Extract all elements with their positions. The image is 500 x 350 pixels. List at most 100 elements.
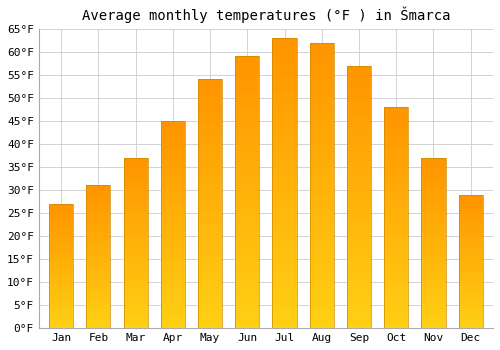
Bar [384, 147, 408, 149]
Bar [86, 245, 110, 247]
Bar [422, 252, 446, 253]
Bar [49, 293, 73, 295]
Bar [86, 258, 110, 260]
Bar [160, 324, 185, 326]
Bar [49, 210, 73, 211]
Bar [160, 135, 185, 138]
Bar [347, 271, 371, 273]
Bar [384, 189, 408, 191]
Bar [235, 290, 260, 293]
Bar [384, 310, 408, 313]
Bar [347, 113, 371, 116]
Bar [310, 268, 334, 271]
Bar [124, 309, 148, 311]
Bar [198, 244, 222, 246]
Bar [198, 259, 222, 261]
Bar [124, 207, 148, 209]
Bar [160, 276, 185, 279]
Bar [198, 206, 222, 209]
Bar [160, 142, 185, 144]
Bar [347, 192, 371, 194]
Bar [310, 68, 334, 71]
Bar [198, 89, 222, 92]
Bar [198, 184, 222, 187]
Bar [310, 262, 334, 265]
Bar [49, 296, 73, 297]
Bar [272, 192, 296, 195]
Bar [124, 161, 148, 163]
Bar [384, 127, 408, 129]
Bar [347, 223, 371, 226]
Bar [310, 308, 334, 311]
Bar [272, 96, 296, 99]
Bar [124, 211, 148, 212]
Bar [86, 304, 110, 305]
Bar [235, 206, 260, 209]
Bar [384, 125, 408, 127]
Bar [272, 145, 296, 148]
Bar [49, 279, 73, 280]
Bar [458, 292, 483, 293]
Bar [458, 265, 483, 267]
Bar [86, 234, 110, 236]
Bar [272, 38, 296, 328]
Bar [310, 142, 334, 145]
Bar [235, 144, 260, 146]
Bar [124, 323, 148, 325]
Bar [160, 326, 185, 328]
Bar [86, 294, 110, 295]
Bar [272, 38, 296, 41]
Bar [310, 280, 334, 282]
Bar [458, 263, 483, 264]
Bar [422, 161, 446, 163]
Bar [235, 250, 260, 252]
Bar [347, 318, 371, 320]
Bar [347, 289, 371, 292]
Bar [235, 326, 260, 328]
Bar [272, 325, 296, 328]
Bar [124, 262, 148, 264]
Bar [235, 152, 260, 154]
Bar [49, 211, 73, 212]
Bar [347, 247, 371, 250]
Bar [272, 253, 296, 256]
Bar [86, 210, 110, 211]
Bar [310, 122, 334, 125]
Bar [310, 257, 334, 260]
Bar [272, 247, 296, 250]
Bar [86, 308, 110, 310]
Bar [198, 162, 222, 164]
Bar [86, 257, 110, 258]
Bar [235, 76, 260, 78]
Bar [458, 201, 483, 203]
Bar [198, 306, 222, 308]
Bar [310, 120, 334, 122]
Bar [49, 318, 73, 320]
Bar [422, 197, 446, 199]
Bar [235, 157, 260, 160]
Bar [422, 313, 446, 315]
Bar [160, 241, 185, 243]
Bar [198, 149, 222, 152]
Bar [347, 97, 371, 100]
Bar [310, 77, 334, 80]
Bar [347, 173, 371, 176]
Bar [198, 288, 222, 291]
Bar [198, 316, 222, 318]
Bar [124, 275, 148, 277]
Bar [49, 292, 73, 293]
Bar [458, 255, 483, 256]
Bar [160, 280, 185, 282]
Bar [160, 191, 185, 194]
Bar [49, 216, 73, 217]
Bar [422, 202, 446, 204]
Bar [310, 105, 334, 108]
Bar [160, 250, 185, 252]
Bar [384, 142, 408, 145]
Bar [347, 278, 371, 281]
Bar [347, 129, 371, 131]
Bar [124, 308, 148, 309]
Bar [86, 317, 110, 318]
Bar [160, 247, 185, 250]
Bar [160, 179, 185, 181]
